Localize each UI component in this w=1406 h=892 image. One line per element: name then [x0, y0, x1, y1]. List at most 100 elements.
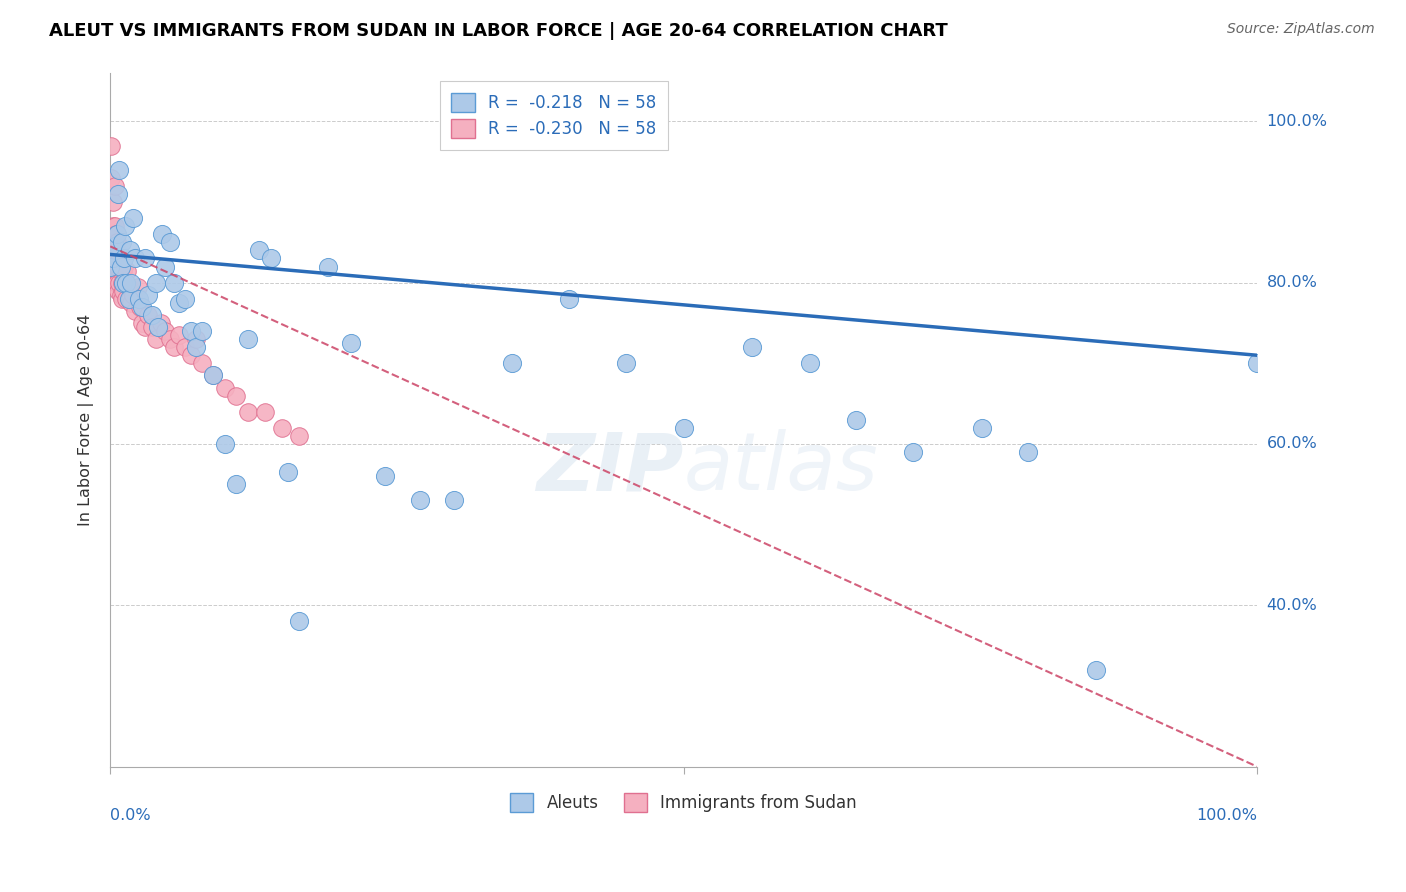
Point [100, 170, 122, 185]
Point [105, 260, 128, 274]
Point [104, 227, 127, 242]
Point [614, 356, 637, 370]
Point [104, 239, 127, 253]
Point [970, 421, 993, 435]
Text: ALEUT VS IMMIGRANTS FROM SUDAN IN LABOR FORCE | AGE 20-64 CORRELATION CHART: ALEUT VS IMMIGRANTS FROM SUDAN IN LABOR … [49, 22, 948, 40]
Point [117, 292, 139, 306]
Point [191, 324, 214, 338]
Point [131, 316, 153, 330]
Point [163, 340, 186, 354]
Point [163, 276, 186, 290]
Point [120, 295, 142, 310]
Point [111, 255, 134, 269]
Point [225, 388, 247, 402]
Point [374, 469, 396, 483]
Point [288, 615, 311, 629]
Point [122, 211, 145, 226]
Point [260, 252, 283, 266]
Text: 100.0%: 100.0% [1267, 114, 1327, 128]
Point [236, 332, 259, 346]
Point [108, 276, 131, 290]
Point [141, 308, 163, 322]
Point [1246, 356, 1268, 370]
Point [845, 413, 868, 427]
Point [672, 421, 695, 435]
Point [118, 244, 141, 258]
Point [111, 276, 134, 290]
Point [115, 292, 138, 306]
Point [108, 162, 131, 177]
Point [155, 260, 177, 274]
Point [288, 429, 311, 443]
Point [409, 493, 432, 508]
Point [173, 340, 195, 354]
Y-axis label: In Labor Force | Age 20-64: In Labor Force | Age 20-64 [79, 314, 94, 526]
Point [225, 477, 247, 491]
Point [101, 252, 124, 266]
Point [443, 493, 465, 508]
Text: 0.0%: 0.0% [110, 808, 150, 823]
Legend: Aleuts, Immigrants from Sudan: Aleuts, Immigrants from Sudan [499, 781, 869, 824]
Point [501, 356, 523, 370]
Point [110, 287, 132, 301]
Point [214, 437, 236, 451]
Point [145, 332, 167, 346]
Text: 60.0%: 60.0% [1267, 436, 1317, 451]
Point [131, 300, 153, 314]
Point [108, 247, 131, 261]
Point [104, 276, 127, 290]
Point [105, 235, 128, 250]
Point [134, 320, 156, 334]
Point [558, 292, 581, 306]
Point [101, 194, 124, 209]
Point [186, 340, 208, 354]
Text: 40.0%: 40.0% [1267, 598, 1317, 613]
Point [128, 292, 150, 306]
Point [105, 227, 128, 242]
Point [136, 287, 159, 301]
Point [159, 332, 181, 346]
Point [1017, 445, 1039, 459]
Point [129, 300, 152, 314]
Point [148, 320, 170, 334]
Point [254, 405, 277, 419]
Point [155, 324, 177, 338]
Point [150, 227, 173, 242]
Point [124, 304, 146, 318]
Point [159, 235, 181, 250]
Point [316, 260, 339, 274]
Point [167, 328, 190, 343]
Point [134, 252, 156, 266]
Point [111, 292, 134, 306]
Text: ZIP: ZIP [536, 429, 683, 508]
Point [1085, 663, 1108, 677]
Point [107, 260, 129, 274]
Point [247, 244, 270, 258]
Point [107, 186, 129, 201]
Point [111, 235, 134, 250]
Text: 80.0%: 80.0% [1267, 275, 1317, 290]
Point [101, 219, 124, 234]
Point [111, 263, 134, 277]
Point [136, 308, 159, 322]
Point [111, 276, 134, 290]
Point [145, 276, 167, 290]
Point [202, 368, 225, 383]
Point [120, 276, 142, 290]
Text: atlas: atlas [683, 429, 879, 508]
Point [214, 380, 236, 394]
Point [117, 263, 139, 277]
Point [799, 356, 821, 370]
Point [124, 252, 146, 266]
Point [98, 260, 121, 274]
Point [105, 276, 128, 290]
Point [186, 332, 208, 346]
Point [741, 340, 763, 354]
Point [104, 219, 127, 234]
Point [114, 276, 136, 290]
Text: Source: ZipAtlas.com: Source: ZipAtlas.com [1227, 22, 1375, 37]
Point [141, 320, 163, 334]
Point [117, 279, 139, 293]
Point [98, 252, 121, 266]
Point [127, 279, 149, 293]
